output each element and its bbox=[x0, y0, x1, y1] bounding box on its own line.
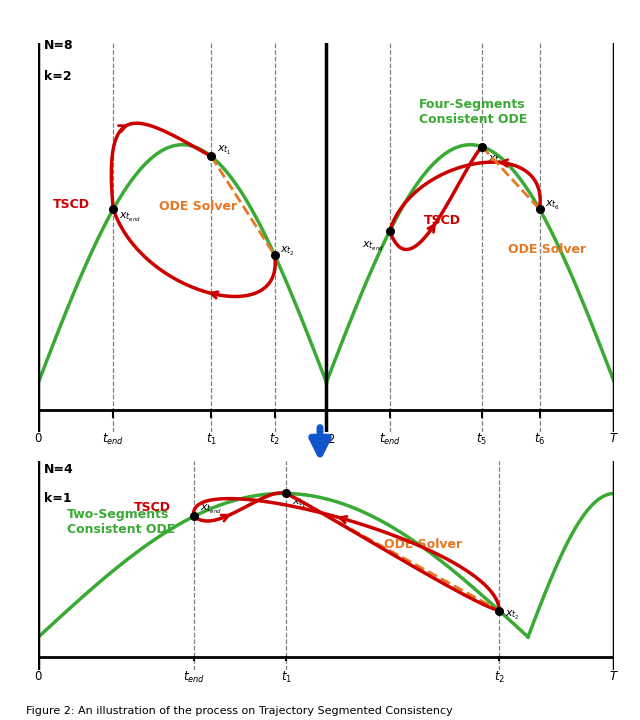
Text: $T/2$: $T/2$ bbox=[317, 432, 336, 446]
Text: k=2: k=2 bbox=[44, 71, 72, 84]
Text: $t_{end}$: $t_{end}$ bbox=[102, 432, 124, 447]
Text: TSCD: TSCD bbox=[53, 198, 90, 211]
Text: $x_{t_1}$: $x_{t_1}$ bbox=[292, 498, 307, 510]
Text: $x_{t_2}$: $x_{t_2}$ bbox=[505, 609, 520, 622]
Text: $x_{t_{end}}$: $x_{t_{end}}$ bbox=[200, 503, 222, 516]
Text: $x_{t_{end}}$: $x_{t_{end}}$ bbox=[119, 211, 141, 225]
Text: $x_{t_6}$: $x_{t_6}$ bbox=[545, 199, 561, 212]
Text: k=1: k=1 bbox=[44, 492, 72, 505]
Text: Figure 2: An illustration of the process on Trajectory Segmented Consistency: Figure 2: An illustration of the process… bbox=[26, 706, 452, 716]
Text: 0: 0 bbox=[35, 670, 42, 683]
Text: $T$: $T$ bbox=[609, 432, 620, 445]
Text: TSCD: TSCD bbox=[424, 215, 461, 228]
Text: Two-Segments
Consistent ODE: Two-Segments Consistent ODE bbox=[67, 508, 175, 536]
Text: $x_{t_1}$: $x_{t_1}$ bbox=[217, 144, 232, 157]
Text: $t_5$: $t_5$ bbox=[476, 432, 488, 447]
Text: $t_2$: $t_2$ bbox=[269, 432, 280, 447]
Text: $t_6$: $t_6$ bbox=[534, 432, 545, 447]
Text: $t_1$: $t_1$ bbox=[280, 670, 292, 685]
Text: TSCD: TSCD bbox=[134, 501, 171, 514]
Text: $x_{t_{end}}$: $x_{t_{end}}$ bbox=[362, 240, 384, 253]
Text: $t_{end}$: $t_{end}$ bbox=[379, 432, 401, 447]
Text: ODE Solver: ODE Solver bbox=[508, 243, 586, 256]
Text: 0: 0 bbox=[35, 432, 42, 445]
Text: ODE Solver: ODE Solver bbox=[384, 539, 462, 552]
Text: N=4: N=4 bbox=[44, 463, 74, 476]
Text: ODE Solver: ODE Solver bbox=[159, 199, 237, 212]
Text: $x_{t_5}$: $x_{t_5}$ bbox=[488, 153, 502, 167]
Text: N=8: N=8 bbox=[44, 40, 74, 53]
Text: $T$: $T$ bbox=[609, 670, 620, 683]
Text: Four-Segments
Consistent ODE: Four-Segments Consistent ODE bbox=[419, 98, 527, 126]
Text: $t_2$: $t_2$ bbox=[493, 670, 505, 685]
Text: $x_{t_2}$: $x_{t_2}$ bbox=[280, 245, 295, 258]
Text: $t_1$: $t_1$ bbox=[205, 432, 217, 447]
Text: $t_{end}$: $t_{end}$ bbox=[183, 670, 205, 685]
